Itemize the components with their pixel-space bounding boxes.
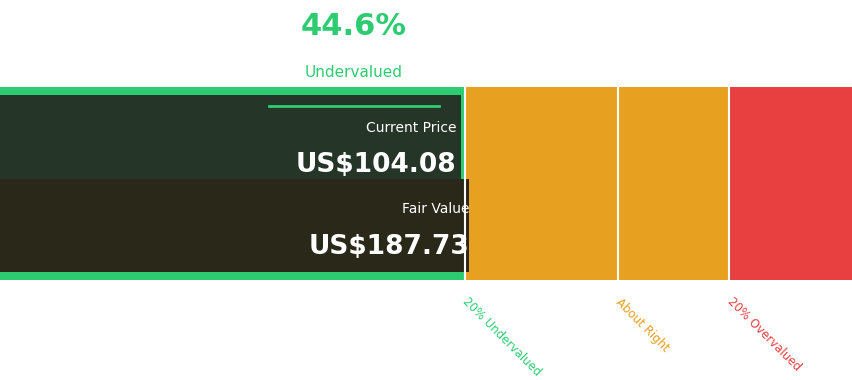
Bar bbox=[0, 171, 464, 280]
Text: 20% Overvalued: 20% Overvalued bbox=[723, 295, 802, 374]
Text: 20% Undervalued: 20% Undervalued bbox=[459, 295, 543, 379]
Bar bbox=[728, 87, 852, 280]
Bar bbox=[0, 87, 464, 280]
Text: 44.6%: 44.6% bbox=[301, 13, 406, 41]
Text: Undervalued: Undervalued bbox=[305, 65, 402, 80]
Bar bbox=[464, 87, 618, 280]
Text: US$187.73: US$187.73 bbox=[308, 234, 469, 260]
Text: US$104.08: US$104.08 bbox=[296, 152, 456, 179]
Bar bbox=[618, 87, 728, 280]
Text: Fair Value: Fair Value bbox=[401, 202, 469, 216]
Bar bbox=[0, 87, 464, 199]
Text: About Right: About Right bbox=[613, 295, 671, 354]
Bar bbox=[0, 179, 469, 272]
Bar bbox=[0, 95, 460, 191]
Text: Current Price: Current Price bbox=[366, 122, 456, 136]
